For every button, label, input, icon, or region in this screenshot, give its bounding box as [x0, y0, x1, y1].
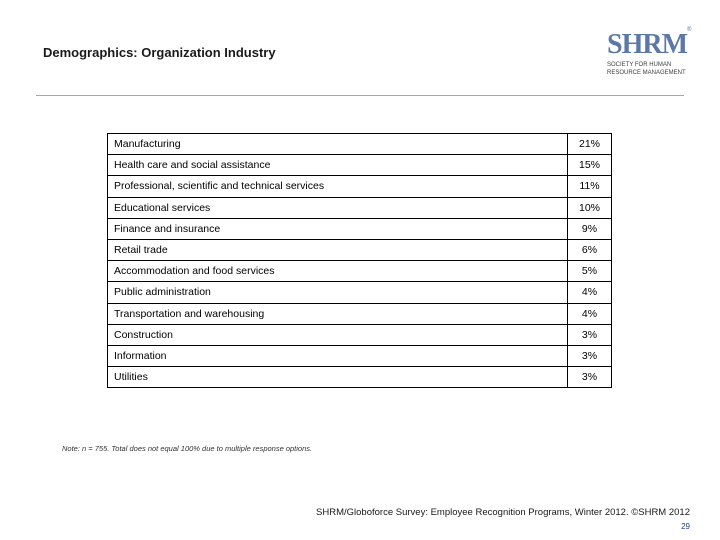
percent-cell: 3%	[567, 344, 612, 368]
percent-cell: 3%	[567, 366, 612, 389]
footer-citation: SHRM/Globoforce Survey: Employee Recogni…	[316, 507, 690, 518]
page-number: 29	[681, 522, 690, 531]
percent-cell: 4%	[567, 281, 612, 304]
table-row: Professional, scientific and technical s…	[107, 175, 612, 198]
industry-cell: Educational services	[107, 196, 568, 219]
percent-cell: 10%	[567, 196, 612, 219]
registered-mark: ®	[687, 27, 692, 33]
table-row: Transportation and warehousing 4%	[107, 302, 612, 325]
percent-cell: 9%	[567, 217, 612, 240]
industry-cell: Transportation and warehousing	[107, 302, 568, 325]
logo-subtitle: Society for Human Resource Management	[607, 61, 689, 77]
industry-cell: Health care and social assistance	[107, 154, 568, 177]
title-divider	[36, 95, 684, 96]
table-row: Manufacturing 21%	[107, 132, 612, 156]
table-row: Accommodation and food services 5%	[107, 260, 612, 283]
percent-cell: 11%	[567, 175, 612, 198]
percent-cell: 3%	[567, 323, 612, 346]
shrm-logo: SHRM ® Society for Human Resource Manage…	[607, 27, 691, 85]
page-title: Demographics: Organization Industry	[43, 45, 276, 60]
table-row: Utilities 3%	[107, 366, 612, 389]
industry-cell: Professional, scientific and technical s…	[107, 175, 568, 198]
logo-subtitle-line2: Resource Management	[607, 70, 686, 76]
industry-cell: Utilities	[107, 366, 568, 389]
table-row: Retail trade 6%	[107, 238, 612, 262]
logo-mark: SHRM	[607, 29, 688, 61]
industry-cell: Accommodation and food services	[107, 260, 568, 283]
table-row: Public administration 4%	[107, 281, 612, 304]
percent-cell: 15%	[567, 154, 612, 177]
industry-cell: Construction	[107, 323, 568, 346]
table-note: Note: n = 755. Total does not equal 100%…	[62, 444, 313, 453]
industry-table: Manufacturing 21% Health care and social a…	[107, 132, 612, 389]
industry-cell: Information	[107, 344, 568, 368]
percent-cell: 6%	[567, 238, 612, 262]
logo-subtitle-line1: Society for Human	[607, 62, 672, 68]
table-row: Educational services 10%	[107, 196, 612, 219]
industry-cell: Retail trade	[107, 238, 568, 262]
percent-cell: 5%	[567, 260, 612, 283]
industry-cell: Manufacturing	[107, 132, 568, 156]
industry-cell: Public administration	[107, 281, 568, 304]
table-row: Information 3%	[107, 344, 612, 368]
table-row: Finance and insurance 9%	[107, 217, 612, 240]
percent-cell: 4%	[567, 302, 612, 325]
industry-cell: Finance and insurance	[107, 217, 568, 240]
percent-cell: 21%	[567, 132, 612, 156]
table-row: Construction 3%	[107, 323, 612, 346]
table-row: Health care and social assistance 15%	[107, 154, 612, 177]
